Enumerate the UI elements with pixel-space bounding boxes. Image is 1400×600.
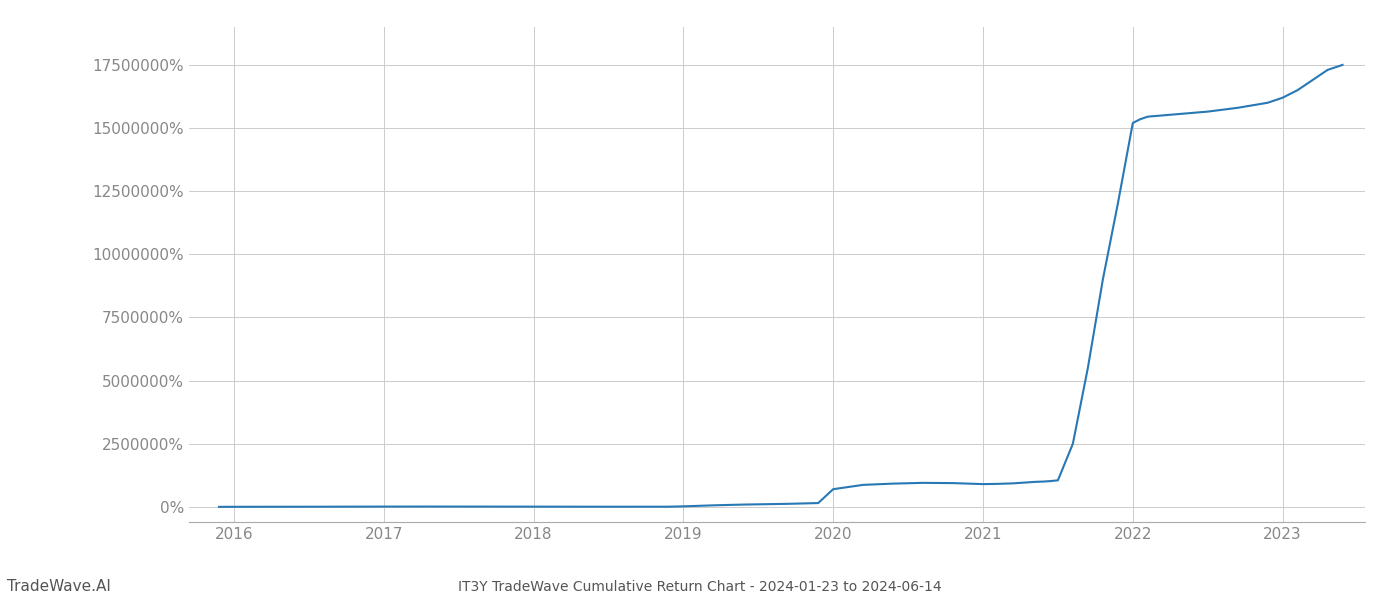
Text: IT3Y TradeWave Cumulative Return Chart - 2024-01-23 to 2024-06-14: IT3Y TradeWave Cumulative Return Chart -… bbox=[458, 580, 942, 594]
Text: TradeWave.AI: TradeWave.AI bbox=[7, 579, 111, 594]
